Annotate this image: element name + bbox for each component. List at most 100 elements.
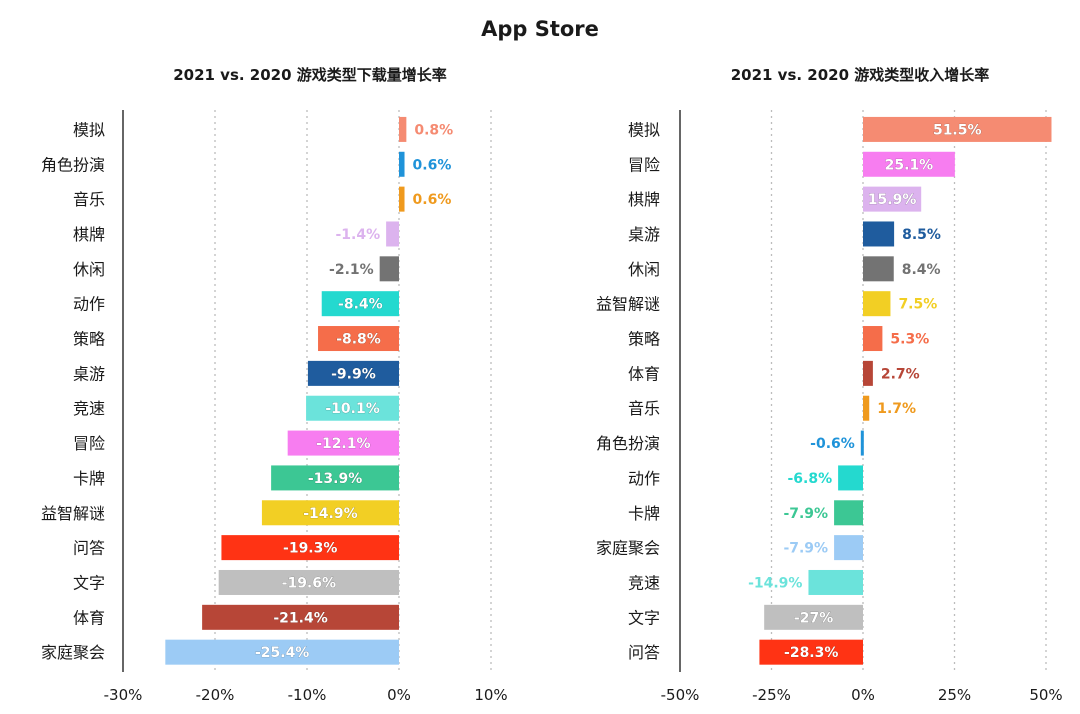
- downloads-value-label: -25.4%: [255, 645, 309, 661]
- revenue-category-label: 棋牌: [628, 190, 660, 209]
- downloads-category-label: 卡牌: [73, 469, 105, 488]
- revenue-value-label: 25.1%: [885, 157, 934, 173]
- downloads-bar: [287, 430, 399, 456]
- revenue-bar: [834, 535, 863, 561]
- revenue-category-label: 益智解谜: [596, 295, 660, 314]
- downloads-bar: [399, 116, 407, 142]
- downloads-value-label: -21.4%: [273, 610, 327, 626]
- revenue-value-label: -28.3%: [784, 645, 838, 661]
- revenue-value-label: -0.6%: [810, 436, 855, 452]
- revenue-category-label: 卡牌: [628, 504, 660, 523]
- revenue-bar: [860, 430, 864, 456]
- revenue-value-label: 8.5%: [902, 227, 941, 243]
- downloads-value-label: -19.3%: [283, 541, 337, 557]
- revenue-value-label: 5.3%: [890, 332, 929, 348]
- revenue-category-label: 动作: [628, 469, 660, 488]
- revenue-category-label: 竞速: [628, 573, 660, 592]
- revenue-chart-title: 2021 vs. 2020 游戏类型收入增长率: [730, 66, 990, 84]
- downloads-value-label: -19.6%: [282, 575, 336, 591]
- downloads-value-label: -2.1%: [329, 262, 374, 278]
- revenue-bar: [863, 151, 955, 177]
- downloads-value-label: 0.6%: [413, 157, 452, 173]
- downloads-category-label: 角色扮演: [41, 155, 105, 174]
- revenue-bar: [863, 256, 894, 282]
- revenue-value-label: -7.9%: [783, 541, 828, 557]
- downloads-bar: [306, 395, 399, 421]
- downloads-category-label: 休闲: [73, 260, 105, 279]
- downloads-bar: [221, 535, 399, 561]
- revenue-bar: [863, 395, 870, 421]
- revenue-x-tick-label: 0%: [851, 686, 875, 704]
- revenue-category-label: 问答: [628, 643, 660, 662]
- revenue-value-label: 51.5%: [933, 122, 982, 138]
- downloads-value-label: -14.9%: [303, 506, 357, 522]
- downloads-bar: [271, 465, 399, 491]
- downloads-bar: [321, 291, 399, 317]
- revenue-category-label: 模拟: [628, 120, 660, 139]
- revenue-bar: [808, 569, 863, 595]
- downloads-value-label: -12.1%: [316, 436, 370, 452]
- downloads-category-label: 模拟: [73, 120, 105, 139]
- revenue-value-label: 7.5%: [898, 297, 937, 313]
- downloads-x-tick-label: 0%: [387, 686, 411, 704]
- revenue-category-label: 家庭聚会: [596, 539, 660, 558]
- revenue-bar: [834, 500, 863, 526]
- downloads-category-label: 桌游: [73, 364, 105, 383]
- downloads-bar: [202, 604, 399, 630]
- downloads-category-label: 棋牌: [73, 225, 105, 244]
- downloads-bar: [218, 569, 399, 595]
- downloads-bar: [379, 256, 399, 282]
- downloads-chart-title: 2021 vs. 2020 游戏类型下载量增长率: [173, 66, 447, 84]
- revenue-bar: [863, 326, 883, 352]
- revenue-bar: [863, 221, 895, 247]
- downloads-x-tick-label: -10%: [288, 686, 327, 704]
- revenue-bar: [838, 465, 863, 491]
- main-title: App Store: [481, 17, 599, 41]
- downloads-category-label: 文字: [73, 573, 105, 592]
- revenue-value-label: -6.8%: [787, 471, 832, 487]
- revenue-value-label: -14.9%: [748, 575, 802, 591]
- revenue-category-label: 桌游: [628, 225, 660, 244]
- revenue-category-label: 体育: [628, 364, 660, 383]
- revenue-category-label: 冒险: [628, 155, 660, 174]
- downloads-bar: [261, 500, 399, 526]
- downloads-category-label: 问答: [73, 539, 105, 558]
- revenue-bar: [764, 604, 863, 630]
- downloads-value-label: 0.6%: [413, 192, 452, 208]
- downloads-value-label: 0.8%: [414, 122, 453, 138]
- revenue-bar: [863, 186, 922, 212]
- revenue-bar: [863, 291, 891, 317]
- downloads-value-label: -8.4%: [338, 297, 383, 313]
- downloads-value-label: -1.4%: [335, 227, 380, 243]
- revenue-category-label: 音乐: [628, 399, 660, 418]
- revenue-value-label: -27%: [794, 610, 833, 626]
- downloads-bar: [165, 639, 399, 665]
- downloads-x-tick-label: -20%: [196, 686, 235, 704]
- revenue-x-tick-label: 25%: [938, 686, 971, 704]
- downloads-category-label: 竞速: [73, 399, 105, 418]
- revenue-x-tick-label: -50%: [661, 686, 700, 704]
- revenue-category-label: 文字: [628, 608, 660, 627]
- downloads-category-label: 益智解谜: [41, 504, 105, 523]
- downloads-bar: [399, 186, 405, 212]
- revenue-value-label: 2.7%: [881, 366, 920, 382]
- downloads-category-label: 冒险: [73, 434, 105, 453]
- revenue-category-label: 策略: [628, 330, 660, 349]
- downloads-bar: [386, 221, 399, 247]
- downloads-category-label: 体育: [73, 608, 105, 627]
- downloads-bar: [318, 326, 399, 352]
- revenue-category-label: 休闲: [628, 260, 660, 279]
- revenue-value-label: -7.9%: [783, 506, 828, 522]
- downloads-category-label: 动作: [73, 295, 105, 314]
- revenue-bar: [863, 116, 1052, 142]
- downloads-value-label: -9.9%: [331, 366, 376, 382]
- downloads-bar: [399, 151, 405, 177]
- downloads-value-label: -13.9%: [308, 471, 362, 487]
- revenue-value-label: 15.9%: [868, 192, 917, 208]
- downloads-x-tick-label: -30%: [104, 686, 143, 704]
- downloads-category-label: 家庭聚会: [41, 643, 105, 662]
- downloads-category-label: 策略: [73, 330, 105, 349]
- revenue-bar: [863, 360, 873, 386]
